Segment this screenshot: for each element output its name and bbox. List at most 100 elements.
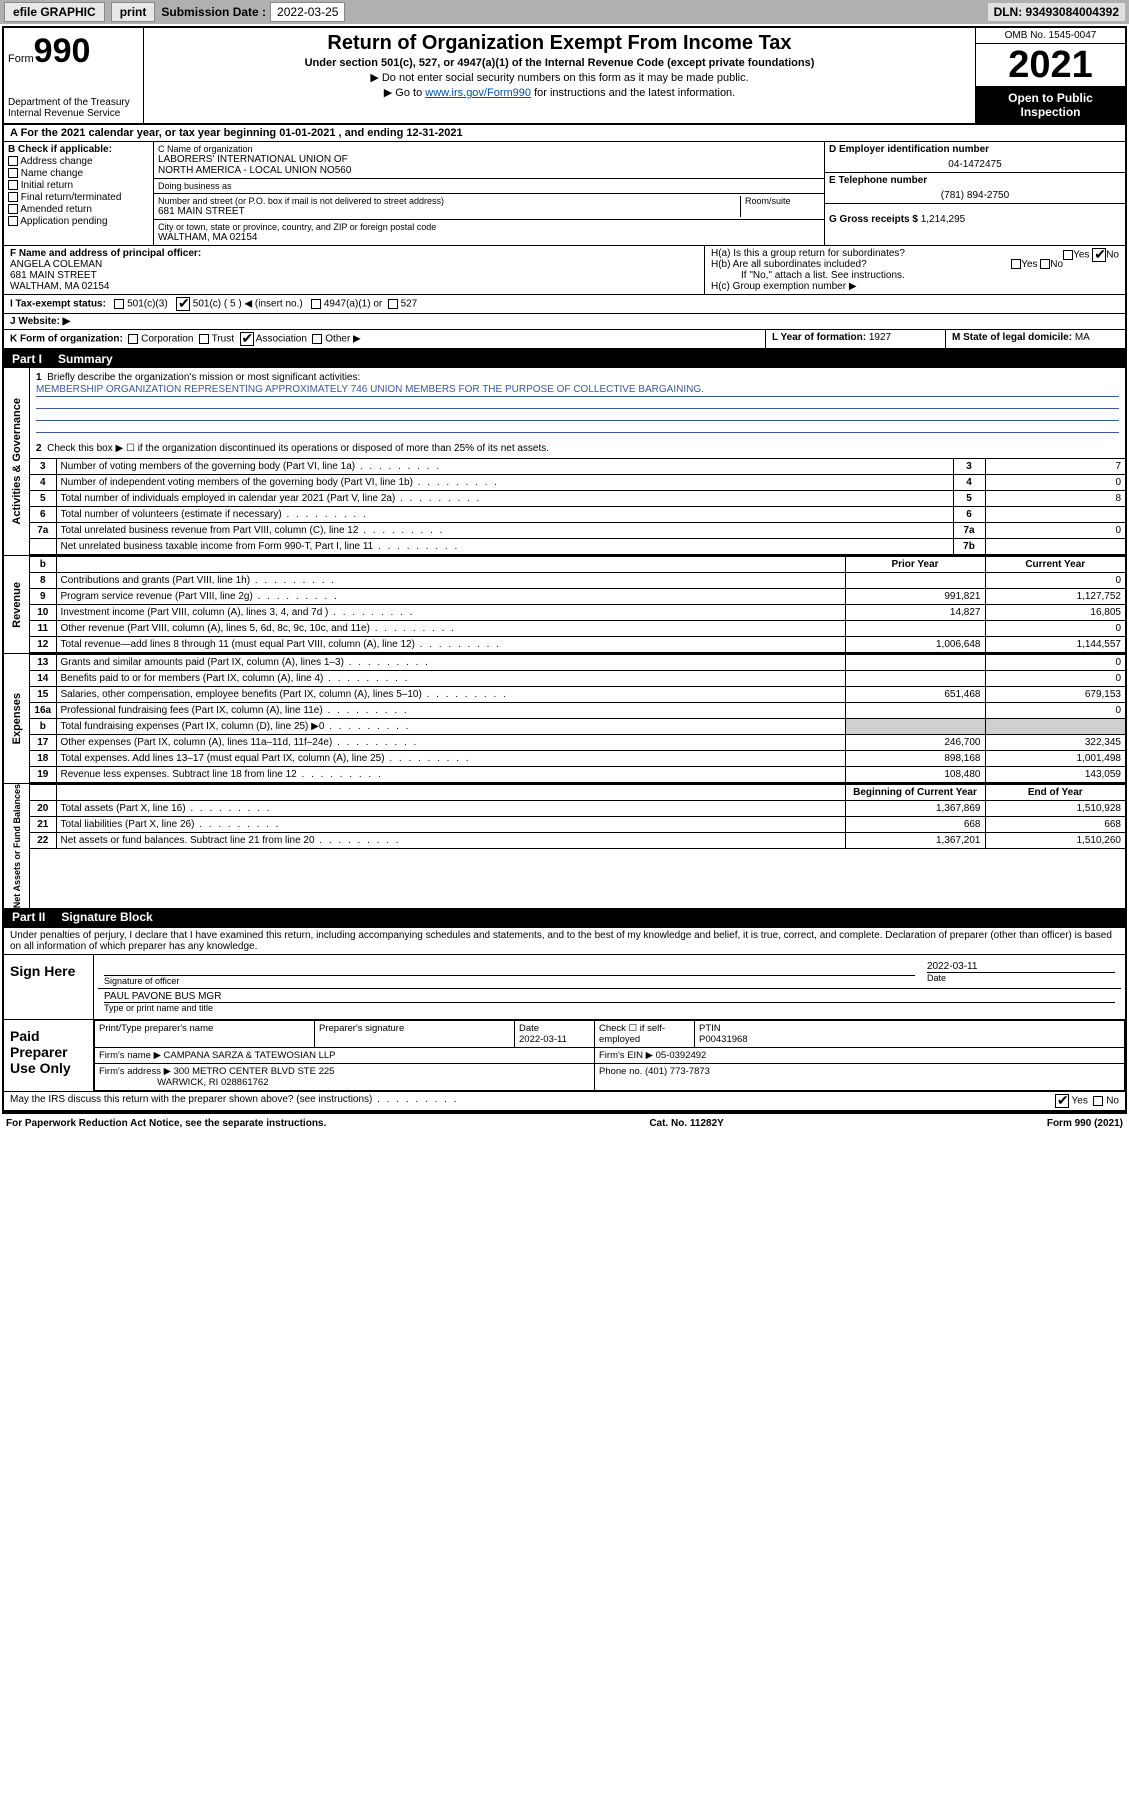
ein-label: D Employer identification number [829, 144, 1121, 155]
discuss-question: May the IRS discuss this return with the… [10, 1094, 1055, 1108]
form-subtitle: Under section 501(c), 527, or 4947(a)(1)… [148, 57, 971, 69]
room-label: Room/suite [745, 196, 820, 206]
form-title: Return of Organization Exempt From Incom… [148, 32, 971, 55]
org-name-1: LABORERS' INTERNATIONAL UNION OF [158, 154, 820, 165]
chk-other[interactable] [312, 334, 322, 344]
firm-ein: 05-0392492 [656, 1050, 707, 1061]
sig-officer-label: Signature of officer [104, 975, 915, 986]
row-a-tax-year: A For the 2021 calendar year, or tax yea… [4, 125, 1125, 142]
efile-button[interactable]: efile GRAPHIC [4, 2, 105, 22]
part-2-header: Part II Signature Block [4, 908, 1125, 926]
firm-addr-2: WARWICK, RI 028861762 [157, 1077, 268, 1088]
hb-no[interactable] [1040, 259, 1050, 269]
chk-initial-return[interactable] [8, 180, 18, 190]
phone-label: E Telephone number [829, 175, 1121, 186]
row-i-tax-exempt: I Tax-exempt status: 501(c)(3) 501(c) ( … [4, 295, 1125, 314]
revenue-tab: Revenue [4, 556, 30, 653]
table-row: bTotal fundraising expenses (Part IX, co… [30, 719, 1125, 735]
self-employed-check[interactable]: Check ☐ if self-employed [595, 1021, 695, 1048]
part-1-header: Part I Summary [4, 350, 1125, 368]
table-row: 8Contributions and grants (Part VIII, li… [30, 573, 1125, 589]
tax-year: 2021 [976, 44, 1125, 87]
table-row: 21Total liabilities (Part X, line 26)668… [30, 817, 1125, 833]
top-toolbar: efile GRAPHIC print Submission Date : 20… [0, 0, 1129, 24]
chk-corp[interactable] [128, 334, 138, 344]
firm-phone: (401) 773-7873 [645, 1066, 710, 1077]
table-row: 5Total number of individuals employed in… [30, 491, 1125, 507]
ptin-value: P00431968 [699, 1034, 748, 1045]
table-row: 17Other expenses (Part IX, column (A), l… [30, 735, 1125, 751]
revenue-table: bPrior YearCurrent Year8Contributions an… [30, 556, 1125, 653]
city-value: WALTHAM, MA 02154 [158, 232, 820, 243]
firm-addr-1: 300 METRO CENTER BLVD STE 225 [174, 1066, 335, 1077]
instruction-line-2: ▶ Go to www.irs.gov/Form990 for instruct… [148, 86, 971, 99]
page-footer: For Paperwork Reduction Act Notice, see … [0, 1116, 1129, 1131]
discuss-no[interactable] [1093, 1096, 1103, 1106]
table-row: 4Number of independent voting members of… [30, 475, 1125, 491]
officer-city: WALTHAM, MA 02154 [10, 281, 698, 292]
perjury-declaration: Under penalties of perjury, I declare th… [4, 926, 1125, 955]
name-title-label: Type or print name and title [104, 1002, 1115, 1013]
table-row: 12Total revenue—add lines 8 through 11 (… [30, 637, 1125, 653]
officer-label: F Name and address of principal officer: [10, 248, 698, 259]
ein-value: 04-1472475 [829, 155, 1121, 170]
section-b-c: B Check if applicable: Address change Na… [4, 142, 1125, 246]
officer-street: 681 MAIN STREET [10, 270, 698, 281]
prep-date: 2022-03-11 [519, 1034, 567, 1045]
table-row: 18Total expenses. Add lines 13–17 (must … [30, 751, 1125, 767]
table-row: 15Salaries, other compensation, employee… [30, 687, 1125, 703]
gross-receipts-value: 1,214,295 [921, 214, 966, 225]
ha-yes[interactable] [1063, 250, 1073, 260]
chk-501c[interactable] [176, 297, 190, 311]
expenses-table: 13Grants and similar amounts paid (Part … [30, 654, 1125, 783]
submission-date-label: Submission Date : [161, 5, 266, 19]
table-row: 14Benefits paid to or for members (Part … [30, 671, 1125, 687]
mission-label: Briefly describe the organization's miss… [47, 372, 360, 383]
chk-assoc[interactable] [240, 332, 254, 346]
table-row: 16aProfessional fundraising fees (Part I… [30, 703, 1125, 719]
street-value: 681 MAIN STREET [158, 206, 740, 217]
row-k-l-m: K Form of organization: Corporation Trus… [4, 330, 1125, 350]
year-formation: 1927 [869, 332, 891, 343]
table-row: 7aTotal unrelated business revenue from … [30, 523, 1125, 539]
preparer-table: Print/Type preparer's name Preparer's si… [94, 1020, 1125, 1091]
table-row: 9Program service revenue (Part VIII, lin… [30, 589, 1125, 605]
paperwork-notice: For Paperwork Reduction Act Notice, see … [6, 1118, 326, 1129]
cat-number: Cat. No. 11282Y [649, 1118, 723, 1129]
discuss-yes[interactable] [1055, 1094, 1069, 1108]
mission-text: MEMBERSHIP ORGANIZATION REPRESENTING APP… [36, 383, 1119, 397]
hb-yes[interactable] [1011, 259, 1021, 269]
org-name-label: C Name of organization [158, 144, 820, 154]
table-row: 3Number of voting members of the governi… [30, 459, 1125, 475]
print-button[interactable]: print [111, 2, 156, 22]
net-assets-tab: Net Assets or Fund Balances [4, 784, 30, 908]
chk-4947[interactable] [311, 299, 321, 309]
chk-address-change[interactable] [8, 156, 18, 166]
table-row: 13Grants and similar amounts paid (Part … [30, 655, 1125, 671]
chk-501c3[interactable] [114, 299, 124, 309]
hc-label: H(c) Group exemption number ▶ [711, 281, 1119, 292]
expenses-tab: Expenses [4, 654, 30, 783]
chk-amended-return[interactable] [8, 204, 18, 214]
ha-no[interactable] [1092, 248, 1106, 262]
irs-link[interactable]: www.irs.gov/Form990 [425, 87, 531, 99]
hb-note: If "No," attach a list. See instructions… [711, 270, 1119, 281]
officer-name-title: PAUL PAVONE BUS MGR [104, 991, 1115, 1002]
chk-name-change[interactable] [8, 168, 18, 178]
chk-trust[interactable] [199, 334, 209, 344]
chk-final-return[interactable] [8, 192, 18, 202]
phone-value: (781) 894-2750 [829, 186, 1121, 201]
firm-name: CAMPANA SARZA & TATEWOSIAN LLP [164, 1050, 336, 1061]
table-row: Net unrelated business taxable income fr… [30, 539, 1125, 555]
signature-block: Under penalties of perjury, I declare th… [4, 926, 1125, 1112]
table-row: 10Investment income (Part VIII, column (… [30, 605, 1125, 621]
table-row: 19Revenue less expenses. Subtract line 1… [30, 767, 1125, 783]
chk-527[interactable] [388, 299, 398, 309]
sig-date-label: Date [927, 972, 1115, 983]
sign-here-label: Sign Here [4, 955, 94, 1019]
section-f-h: F Name and address of principal officer:… [4, 246, 1125, 295]
street-label: Number and street (or P.O. box if mail i… [158, 196, 740, 206]
chk-application-pending[interactable] [8, 216, 18, 226]
city-label: City or town, state or province, country… [158, 222, 820, 232]
revenue-section: Revenue bPrior YearCurrent Year8Contribu… [4, 555, 1125, 653]
